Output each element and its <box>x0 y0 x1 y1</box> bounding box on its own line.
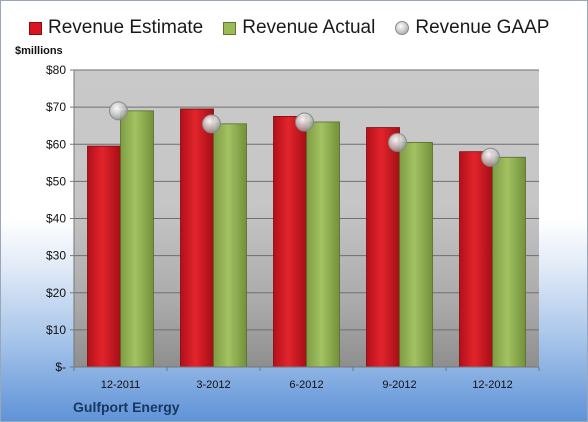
legend-swatch-actual <box>223 21 237 35</box>
marker-gaap <box>109 101 128 121</box>
legend-item-actual: Revenue Actual <box>223 17 375 39</box>
legend-label-gaap: Revenue GAAP <box>415 17 550 38</box>
bar-estimate <box>87 145 121 368</box>
y-tick-label: $40 <box>46 212 66 226</box>
legend-item-estimate: Revenue Estimate <box>29 17 203 39</box>
x-tick-label: 12-2011 <box>101 379 141 391</box>
x-tick-label: 6-2012 <box>289 379 323 391</box>
legend-swatch-estimate <box>29 21 42 35</box>
marker-gaap <box>202 114 221 134</box>
axes: $- $10 $20 $30 $40 $50 $60 $70 $80 12-2011 3-2012 6… <box>46 63 540 391</box>
bar-actual <box>492 156 526 368</box>
y-axis-unit-label: $millions <box>15 45 63 57</box>
y-tick-label: $- <box>55 360 66 374</box>
y-tick-label: $30 <box>46 249 66 263</box>
bar-estimate <box>366 127 400 368</box>
legend-swatch-gaap <box>395 21 410 35</box>
bar-estimate <box>180 108 214 368</box>
y-tick-label: $70 <box>46 100 66 114</box>
y-tick-label: $10 <box>46 323 66 337</box>
y-tick-label: $50 <box>46 174 66 188</box>
legend: Revenue Estimate Revenue Actual Revenue … <box>29 17 569 39</box>
x-tick-label: 9-2012 <box>382 379 416 391</box>
x-tick-label: 12-2012 <box>472 379 512 391</box>
bar-actual <box>306 121 340 368</box>
bar-estimate <box>459 151 493 368</box>
y-tick-label: $20 <box>46 286 66 300</box>
marker-gaap <box>388 132 407 152</box>
bar-actual <box>399 141 433 368</box>
legend-label-actual: Revenue Actual <box>242 17 376 38</box>
legend-item-gaap: Revenue GAAP <box>395 17 549 39</box>
bar-actual <box>120 110 154 368</box>
bar-estimate <box>273 116 307 368</box>
marker-gaap <box>295 112 314 132</box>
marker-gaap <box>481 147 500 167</box>
y-tick-label: $60 <box>46 137 66 151</box>
bar-actual <box>213 123 247 368</box>
bars <box>87 108 526 368</box>
x-tick-label: 3-2012 <box>196 379 230 391</box>
gaap-markers <box>109 101 500 167</box>
company-name: Gulfport Energy <box>73 399 180 415</box>
y-tick-label: $80 <box>46 63 66 77</box>
legend-label-estimate: Revenue Estimate <box>48 17 204 38</box>
